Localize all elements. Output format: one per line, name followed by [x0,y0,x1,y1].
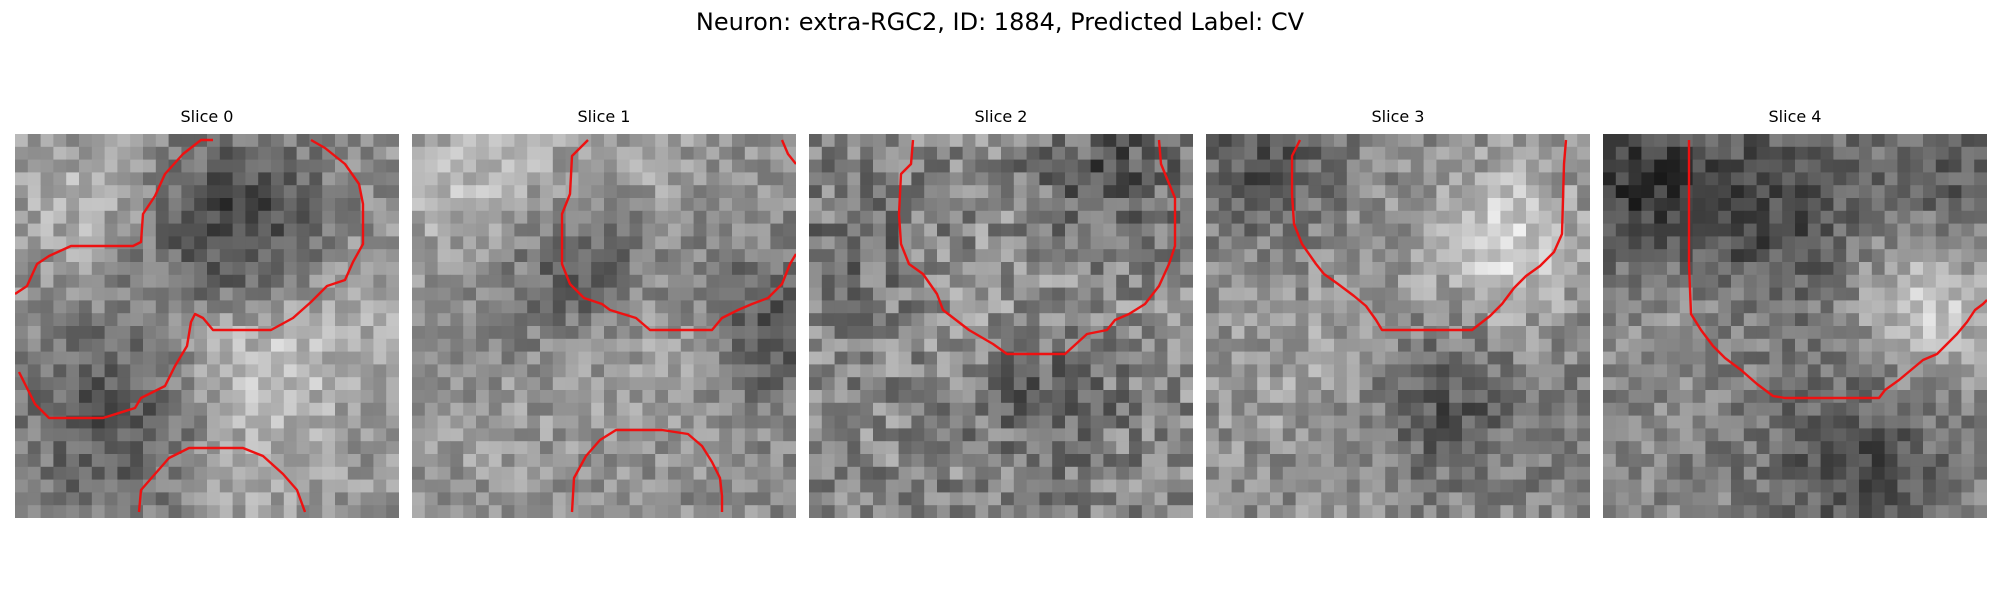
slice-image [15,134,399,518]
contour-line [137,446,307,513]
slice-title: Slice 3 [1371,107,1425,126]
slice-panel-4: Slice 4 [1603,106,1987,526]
slice-title: Slice 4 [1768,107,1822,126]
slice-panel-2: Slice 2 [809,106,1193,526]
contour-line [780,139,796,165]
contour-line [1290,139,1568,332]
slice-image [412,134,796,518]
slice-title: Slice 1 [577,107,631,126]
contour-line [570,428,724,513]
slice-title: Slice 0 [180,107,234,126]
slice-panel-0: Slice 0 [15,106,399,526]
contour-line [1687,140,1987,400]
slice-panel-3: Slice 3 [1206,106,1590,526]
contour-line [897,139,1177,356]
contour-line [15,138,213,295]
figure-title: Neuron: extra-RGC2, ID: 1884, Predicted … [695,8,1305,36]
contour-line [560,139,796,332]
slice-image [1603,134,1987,518]
contour-line [17,138,365,420]
slice-image [809,134,1193,518]
slice-image [1206,134,1590,518]
slice-panel-1: Slice 1 [412,106,796,526]
slice-title: Slice 2 [974,107,1028,126]
